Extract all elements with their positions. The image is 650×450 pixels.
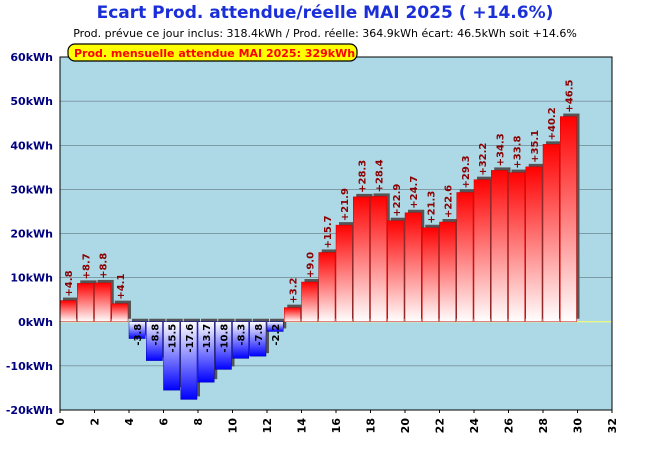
bar (335, 224, 353, 323)
data-label: +28.4 (375, 159, 386, 192)
bar (542, 144, 560, 322)
data-label: -10.8 (219, 324, 230, 353)
y-tick-label: 50kWh (10, 95, 53, 108)
data-label: +21.3 (426, 191, 437, 224)
x-tick-label: 16 (330, 418, 343, 434)
y-tick-label: -20kWh (6, 404, 53, 417)
bar (422, 227, 439, 322)
bar (111, 303, 129, 323)
data-label: +22.9 (392, 184, 403, 217)
y-tick-label: 40kWh (10, 139, 53, 152)
bar (146, 321, 163, 361)
data-label: +29.3 (461, 155, 472, 188)
y-tick-label: 0kWh (18, 316, 53, 329)
y-tick-label: 60kWh (10, 51, 53, 64)
bar (456, 192, 474, 322)
data-label: +8.7 (81, 253, 92, 279)
bar (525, 166, 543, 322)
x-tick-label: 6 (158, 418, 171, 426)
x-tick-label: 14 (296, 418, 309, 434)
data-label: -3.8 (133, 324, 144, 346)
x-tick-label: 32 (606, 418, 619, 433)
data-label: -8.3 (237, 324, 248, 346)
bar (370, 196, 387, 322)
x-tick-label: 26 (503, 418, 516, 434)
bar (232, 321, 249, 359)
x-tick-label: 20 (399, 418, 412, 434)
bar (215, 321, 232, 370)
bar (387, 220, 405, 322)
monthly-badge (67, 43, 358, 62)
data-label: +4.8 (64, 270, 75, 296)
y-tick-label: -10kWh (6, 360, 53, 373)
x-tick-label: 18 (365, 418, 378, 433)
data-label: +3.2 (288, 277, 299, 303)
data-label: -17.6 (185, 324, 196, 353)
bar (163, 321, 180, 391)
data-label: -7.8 (254, 324, 265, 346)
data-label: -8.8 (150, 324, 161, 346)
chart-subtitle: Prod. prévue ce jour inclus: 318.4kWh / … (73, 27, 577, 40)
bar (249, 321, 267, 357)
data-label: +34.3 (495, 133, 506, 166)
data-label: +28.3 (357, 160, 368, 193)
bar (491, 170, 508, 322)
data-label: +24.7 (409, 176, 420, 209)
data-label: -2.2 (271, 324, 282, 346)
bar (284, 307, 301, 323)
bar (301, 281, 318, 323)
y-tick-label: 20kWh (10, 228, 53, 241)
bar (197, 321, 215, 383)
data-label: +35.1 (530, 130, 541, 163)
x-tick-label: 2 (89, 418, 102, 426)
data-label: -13.7 (202, 324, 213, 353)
bar (318, 252, 336, 323)
bar (59, 300, 77, 323)
data-label: +46.5 (564, 79, 575, 112)
data-label: +9.0 (306, 252, 317, 278)
bar (439, 221, 456, 322)
data-label: +32.2 (478, 143, 489, 176)
y-tick-label: 10kWh (10, 272, 53, 285)
bar (508, 172, 525, 322)
bar (77, 283, 94, 322)
monthly-badge-text: Prod. mensuelle attendue MAI 2025: 329kW… (74, 47, 355, 60)
bar (560, 116, 577, 322)
bar (128, 321, 146, 339)
data-label: +33.8 (513, 136, 524, 169)
data-label: +22.6 (444, 185, 455, 218)
y-tick-label: 30kWh (10, 183, 53, 196)
x-tick-label: 22 (434, 418, 447, 433)
x-tick-label: 28 (537, 418, 550, 433)
data-label: +8.8 (99, 253, 110, 279)
x-tick-label: 8 (192, 418, 205, 426)
bar (94, 282, 111, 323)
bar (404, 212, 422, 322)
bar (473, 179, 491, 322)
chart-title: Ecart Prod. attendue/réelle MAI 2025 ( +… (96, 3, 554, 23)
x-tick-label: 12 (261, 418, 274, 433)
data-label: +4.1 (116, 274, 127, 300)
x-tick-label: 0 (54, 418, 67, 426)
x-tick-label: 10 (227, 418, 240, 434)
x-tick-label: 4 (123, 418, 136, 426)
x-tick-label: 24 (468, 418, 481, 434)
data-label: +21.9 (340, 188, 351, 221)
bar (180, 321, 198, 400)
bar (353, 196, 370, 322)
bar (266, 321, 284, 332)
data-label: -15.5 (168, 324, 179, 353)
data-label: +15.7 (323, 215, 334, 248)
x-tick-label: 30 (572, 418, 585, 434)
data-label: +40.2 (547, 107, 558, 140)
